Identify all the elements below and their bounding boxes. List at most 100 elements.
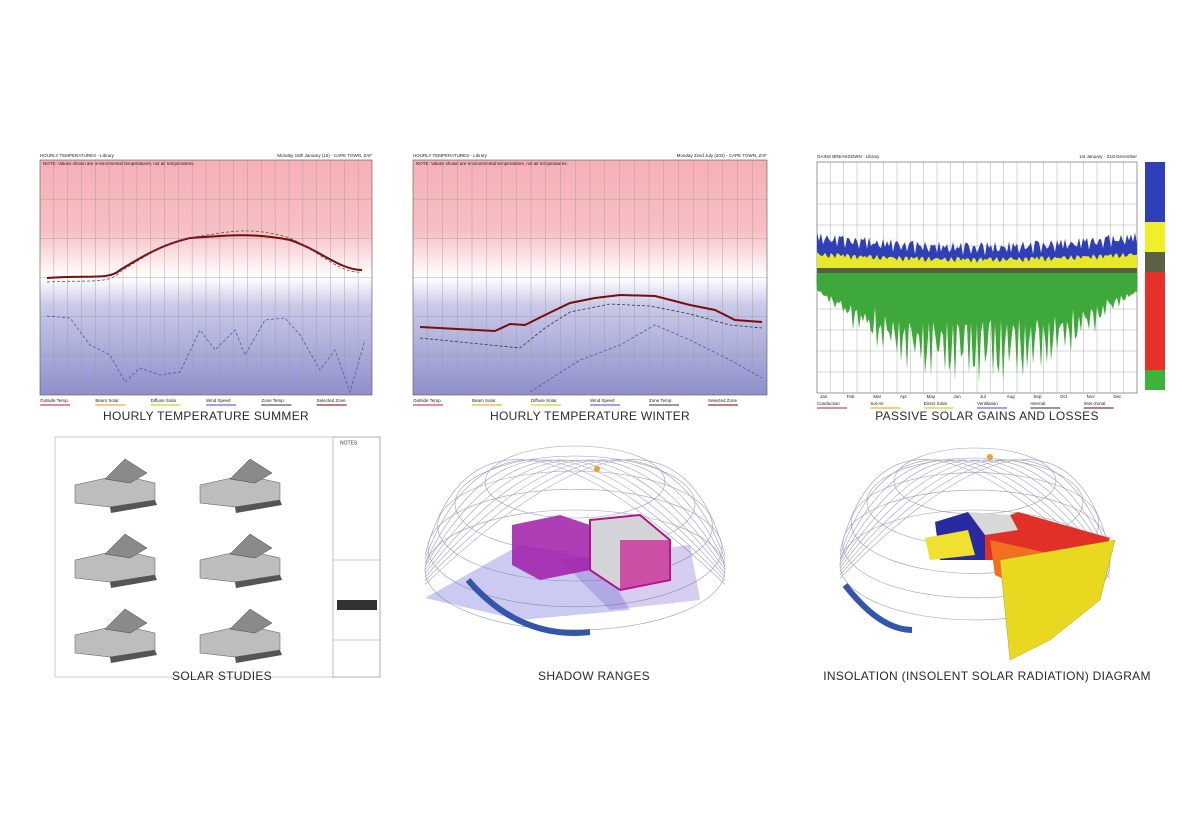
legend-label: Wind Speed — [206, 398, 231, 403]
month-label: Aug — [1007, 394, 1016, 399]
caption: SOLAR STUDIES — [172, 669, 272, 683]
dome-meridian — [424, 459, 726, 578]
study-roof — [229, 533, 273, 559]
month-label: Oct — [1060, 394, 1068, 399]
sun — [987, 454, 993, 460]
chart-subheader: Monday 22nd July (203) - CAPE TOWN, ZAF — [677, 153, 768, 158]
legend: Outside Temp. Beam Solar Diffuse Solar Wind… — [413, 398, 738, 406]
study-shadow — [235, 575, 282, 588]
roof — [968, 512, 1018, 535]
zone-temp-line — [419, 293, 763, 333]
chart-subheader: Monday 15th January (15) - CAPE TOWN, ZA… — [277, 153, 372, 158]
bar-segment — [1145, 272, 1165, 370]
study-roof — [104, 608, 148, 634]
chart-note: NOTE: Values shown are environmental tem… — [43, 161, 195, 166]
title-block — [332, 436, 381, 678]
study-shadow — [235, 650, 282, 663]
legend-label: Zone Temp. — [261, 398, 285, 403]
sun-dome — [424, 445, 726, 631]
legend-label: Beam Solar — [95, 398, 119, 403]
month-label: Jun — [953, 394, 961, 399]
chart-header: HOURLY TEMPERATURES - Library — [413, 153, 488, 158]
caption: HOURLY TEMPERATURE WINTER — [490, 409, 690, 423]
month-label: Sep — [1033, 394, 1042, 399]
bar-segment — [1145, 370, 1165, 390]
caption: INSOLATION (INSOLENT SOLAR RADIATION) DI… — [823, 669, 1151, 683]
legend-label: Selected Zone — [317, 398, 347, 403]
legend-label: Zone Temp. — [649, 398, 673, 403]
notes-title: NOTES — [340, 440, 358, 446]
zero-band — [817, 268, 1137, 273]
dome-ring — [484, 445, 666, 519]
month-labels: Jan Feb Mar Apr May Jun Jul Aug Sep Oct Nov Dec — [820, 394, 1122, 399]
chart-note: NOTE: Values shown are environmental tem… — [416, 161, 568, 166]
dome-meridian — [424, 459, 726, 585]
study-shadow — [110, 575, 157, 588]
legend-label: Internal — [1030, 401, 1045, 406]
month-label: May — [927, 394, 936, 399]
legend: Conduction Sol-Air Direct Solar Ventilation… — [817, 401, 1114, 409]
month-label: Dec — [1113, 394, 1122, 399]
legend-label: Wind Speed — [590, 398, 615, 403]
study-views — [74, 458, 282, 663]
bar-segment — [1145, 222, 1165, 252]
solar-studies-sheet: NOTES — [54, 436, 381, 678]
grid — [40, 160, 372, 395]
legend-label: Outside Temp. — [413, 398, 442, 403]
outside-temp-line — [419, 303, 763, 349]
bar-segment — [1145, 162, 1165, 222]
legend-label: Selected Zone — [708, 398, 738, 403]
month-label: Mar — [873, 394, 881, 399]
legend-label: Sol-Air — [870, 401, 884, 406]
dome-meridian — [839, 459, 1111, 576]
dome-meridian — [839, 459, 1111, 569]
building-face — [620, 540, 670, 590]
sun — [594, 466, 600, 472]
month-label: Nov — [1087, 394, 1096, 399]
study-shadow — [235, 500, 282, 513]
legend-label: Beam Solar — [472, 398, 496, 403]
dome-meridian — [839, 459, 1111, 579]
dome-meridian — [424, 459, 726, 574]
legend-label: Conduction — [817, 401, 840, 406]
bar-segment — [1145, 252, 1165, 272]
month-label: Feb — [847, 394, 855, 399]
chart-header: HOURLY TEMPERATURES - Library — [40, 153, 115, 158]
building-face — [925, 530, 975, 560]
dome-meridian — [424, 459, 726, 582]
caption: SHADOW RANGES — [538, 669, 650, 683]
month-label: Apr — [900, 394, 908, 399]
dome-meridian — [424, 459, 726, 574]
chart-subheader: 1st January - 31st December — [1079, 154, 1137, 159]
surface — [999, 539, 1116, 661]
legend-label: Direct Solar — [924, 401, 948, 406]
study-shadow — [110, 650, 157, 663]
dome-meridian — [424, 459, 726, 578]
shadow-ranges-diagram — [424, 445, 726, 636]
study-roof — [104, 458, 148, 484]
legend-label: Diffuse Solar — [531, 398, 557, 403]
scale-bar — [337, 600, 377, 610]
dome-meridian — [839, 459, 1111, 566]
percent-bar — [1145, 162, 1165, 390]
sun-path — [842, 583, 913, 633]
winter-chart: HOURLY TEMPERATURES - Library Monday 22n… — [412, 153, 768, 406]
chart-header: GAINS BREAKDOWN - Library — [817, 154, 880, 159]
wind-speed-line — [529, 324, 763, 393]
dome-ring — [437, 470, 713, 582]
gain-area — [817, 252, 1137, 268]
dome-ring — [427, 488, 723, 608]
dome-meridian — [839, 459, 1111, 572]
study-roof — [229, 608, 273, 634]
legend-label: Outside Temp. — [40, 398, 69, 403]
wind-speed-line — [46, 315, 366, 394]
sun-path — [465, 578, 591, 636]
month-label: Jan — [820, 394, 828, 399]
legend-label: Diffuse Solar — [151, 398, 177, 403]
zone-temp-line — [46, 234, 363, 279]
grid — [413, 160, 767, 395]
caption: HOURLY TEMPERATURE SUMMER — [103, 409, 309, 423]
insolation-diagram — [839, 447, 1116, 661]
caption: PASSIVE SOLAR GAINS AND LOSSES — [875, 409, 1099, 423]
